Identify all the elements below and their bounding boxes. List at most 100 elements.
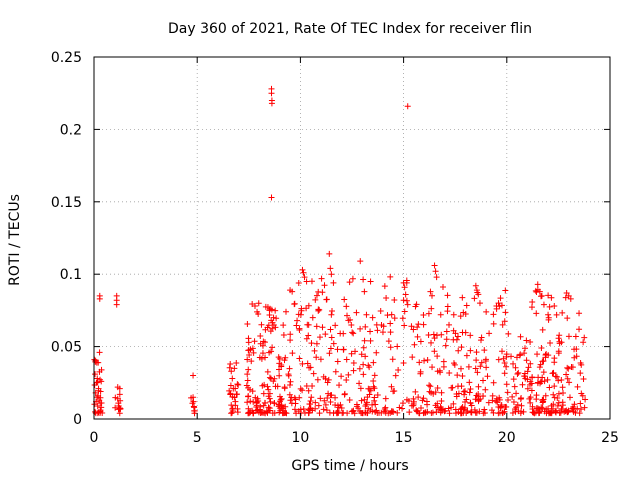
- data-point: [430, 331, 437, 338]
- data-point: [453, 336, 460, 343]
- data-point: [443, 328, 450, 335]
- data-point: [421, 357, 428, 364]
- data-point: [416, 410, 423, 417]
- data-point: [265, 404, 272, 411]
- data-point: [190, 372, 197, 379]
- data-point: [346, 397, 353, 404]
- data-point: [402, 291, 409, 298]
- data-point: [466, 379, 473, 386]
- data-point: [478, 359, 485, 366]
- data-point: [503, 381, 510, 388]
- data-point: [387, 273, 394, 280]
- data-point: [332, 322, 339, 329]
- data-point: [539, 396, 546, 403]
- data-point: [462, 388, 469, 395]
- data-point: [227, 391, 234, 398]
- data-point: [352, 348, 359, 355]
- data-point: [473, 357, 480, 364]
- data-point: [327, 398, 334, 405]
- data-point: [299, 360, 306, 367]
- data-point: [96, 349, 103, 356]
- data-point: [450, 311, 457, 318]
- data-point: [325, 376, 332, 383]
- data-point: [551, 359, 558, 366]
- data-point: [311, 347, 318, 354]
- data-point: [350, 367, 357, 374]
- data-point: [412, 303, 419, 310]
- data-point: [582, 396, 589, 403]
- data-point: [477, 337, 484, 344]
- data-point: [317, 356, 324, 363]
- data-point: [494, 399, 501, 406]
- data-point: [543, 350, 550, 357]
- data-point: [460, 388, 467, 395]
- data-point: [483, 308, 490, 315]
- data-point: [296, 355, 303, 362]
- data-point: [245, 339, 252, 346]
- data-point: [566, 379, 573, 386]
- data-point: [437, 311, 444, 318]
- data-point: [546, 303, 553, 310]
- data-point: [499, 410, 506, 417]
- data-point: [434, 384, 441, 391]
- y-tick-label: 0.25: [51, 50, 82, 66]
- data-point: [542, 392, 549, 399]
- data-point: [528, 304, 535, 311]
- data-point: [498, 401, 505, 408]
- data-point: [337, 401, 344, 408]
- data-point: [307, 364, 314, 371]
- data-point: [94, 379, 101, 386]
- data-point: [537, 361, 544, 368]
- data-point: [423, 398, 430, 405]
- data-point: [524, 385, 531, 392]
- data-point: [312, 399, 319, 406]
- data-point: [304, 360, 311, 367]
- data-point: [365, 362, 372, 369]
- data-point: [488, 407, 495, 414]
- data-point: [345, 371, 352, 378]
- data-point: [540, 369, 547, 376]
- data-point: [446, 321, 453, 328]
- data-point: [476, 300, 483, 307]
- data-point: [555, 390, 562, 397]
- data-point: [286, 391, 293, 398]
- data-point: [400, 359, 407, 366]
- data-point: [305, 387, 312, 394]
- data-point: [291, 301, 298, 308]
- data-point: [340, 346, 347, 353]
- data-point: [444, 292, 451, 299]
- data-point: [374, 327, 381, 334]
- data-point: [336, 382, 343, 389]
- data-point: [308, 278, 315, 285]
- data-point: [334, 408, 341, 415]
- data-point: [548, 402, 555, 409]
- data-point: [268, 90, 275, 97]
- data-point: [343, 356, 350, 363]
- data-point: [534, 281, 541, 288]
- data-point: [467, 347, 474, 354]
- data-point: [315, 402, 322, 409]
- data-point: [308, 394, 315, 401]
- data-point: [257, 332, 264, 339]
- x-tick-label: 5: [193, 430, 202, 446]
- x-tick-label: 20: [498, 430, 516, 446]
- data-point: [299, 387, 306, 394]
- data-point: [234, 405, 241, 412]
- data-point: [547, 339, 554, 346]
- data-point: [317, 395, 324, 402]
- data-point: [326, 409, 333, 416]
- data-point: [278, 401, 285, 408]
- data-point: [92, 408, 99, 415]
- data-point: [538, 345, 545, 352]
- data-point: [343, 303, 350, 310]
- data-point: [341, 296, 348, 303]
- data-point: [441, 408, 448, 415]
- data-point: [427, 288, 434, 295]
- data-point: [517, 333, 524, 340]
- data-point: [245, 366, 252, 373]
- y-tick-label: 0: [73, 412, 82, 428]
- data-point: [493, 398, 500, 405]
- data-point: [231, 365, 238, 372]
- data-point: [271, 400, 278, 407]
- data-point: [362, 353, 369, 360]
